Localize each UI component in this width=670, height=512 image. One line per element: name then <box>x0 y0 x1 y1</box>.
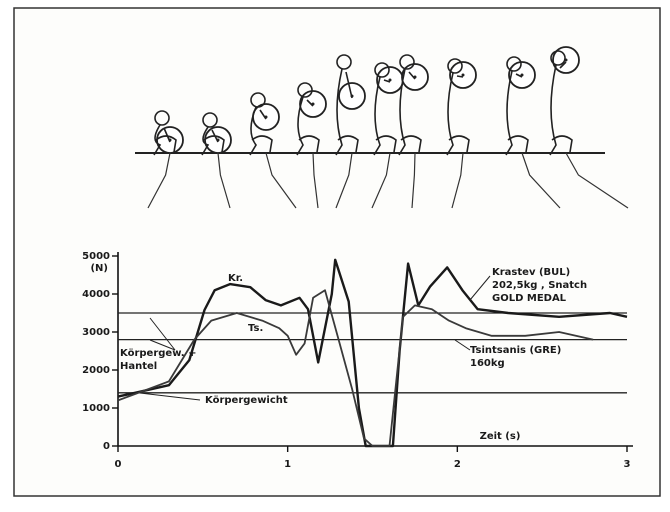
annotation: GOLD MEDAL <box>492 293 567 304</box>
series-label: Ts. <box>248 323 263 334</box>
annotation: Hantel <box>120 361 157 372</box>
x-tick-label: 0 <box>115 459 122 470</box>
annotation: Tsintsanis (GRE) <box>470 345 561 356</box>
annotation: 160kg <box>470 358 505 369</box>
annotation: Körpergew. + <box>120 348 196 359</box>
x-tick-label: 3 <box>624 459 631 470</box>
x-tick-label: 2 <box>454 459 461 470</box>
annotation: 202,5kg , Snatch <box>492 280 587 291</box>
frame <box>14 8 660 496</box>
page: 0 1000 2000 3000 4000 5000(N) 0 1 2 3 Zeit (s) Kr. T… <box>0 0 670 512</box>
series-label: Kr. <box>228 273 243 284</box>
x-tick-label: 1 <box>284 459 291 470</box>
annotation: Krastev (BUL) <box>492 267 570 278</box>
y-tick-label: 0 <box>103 441 110 452</box>
annotation: Körpergewicht <box>205 395 288 406</box>
y-tick-label: 5000 <box>82 251 110 262</box>
y-tick-label: 4000 <box>82 289 110 300</box>
chart: 0 1000 2000 3000 4000 5000(N) 0 1 2 3 Zeit (s) Kr. T… <box>0 0 670 512</box>
x-axis-label: Zeit (s) <box>480 431 521 442</box>
y-tick-label: 2000 <box>82 365 110 376</box>
y-unit-label: (N) <box>90 263 108 274</box>
y-tick-label: 3000 <box>82 327 110 338</box>
y-tick-label: 1000 <box>82 403 110 414</box>
